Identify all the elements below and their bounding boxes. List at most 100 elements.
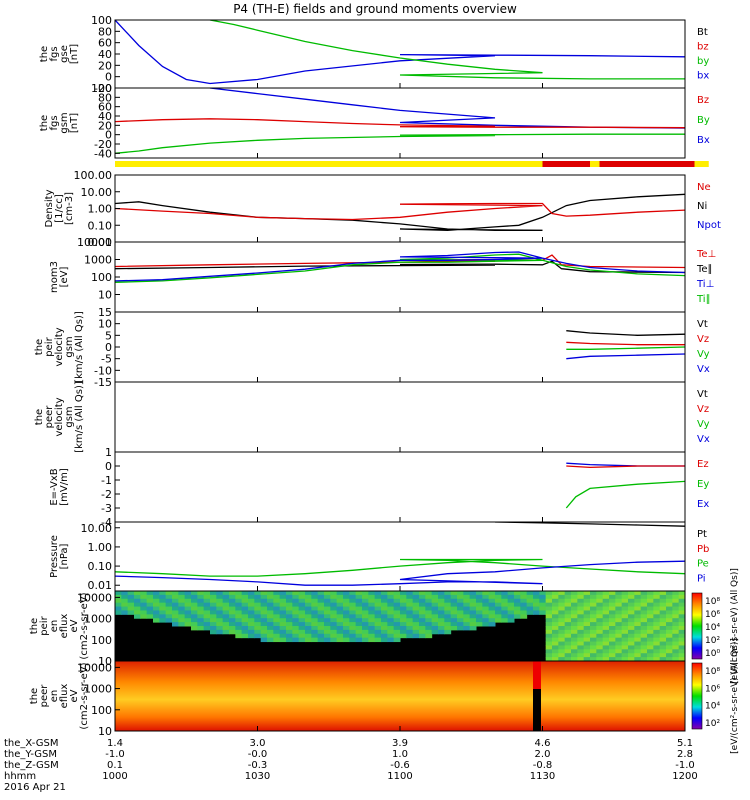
spectrogram-cell	[653, 610, 661, 615]
spectrogram-cell	[545, 598, 553, 604]
spectrogram-cell	[628, 657, 635, 661]
spectrogram-cell	[438, 598, 445, 604]
spectrogram-cell	[412, 622, 420, 627]
spectrogram-cell	[533, 598, 540, 604]
spectrogram-cell	[640, 591, 648, 596]
spectrogram-cell	[533, 610, 540, 615]
spectrogram-cell	[159, 614, 167, 619]
spectrogram-cell	[324, 618, 331, 623]
spectrogram-cell	[368, 606, 376, 611]
spectrogram-cell	[222, 618, 230, 623]
ephemeris-axis: the_X-GSM 1.4 3.0 3.9 4.6 5.1 the_Y-GSM -1.0 -0.…	[4, 738, 698, 793]
spectrogram-cell	[640, 649, 648, 654]
spectrogram-cell	[355, 606, 363, 611]
spectrogram-cell	[172, 594, 179, 600]
spectrogram-cell	[438, 626, 445, 631]
spectrogram-cell	[210, 602, 217, 608]
spectrogram-cell	[457, 626, 464, 631]
y-tick-label: 10000	[77, 661, 112, 674]
spectrogram-cell	[324, 610, 331, 615]
ylabel-line: velocity	[54, 397, 65, 436]
spectrogram-cell	[507, 618, 515, 623]
spectrogram-cell	[425, 622, 433, 627]
ephemeris-row-label: the_Z-GSM	[4, 760, 59, 771]
spectrogram-cell	[292, 622, 300, 627]
colorbar-label: [eV/(cm²-s-sr-eV) (All Qs)]	[730, 638, 740, 754]
spectrogram-cell	[653, 614, 661, 619]
spectrogram-cell	[311, 614, 319, 619]
spectrogram-cell	[197, 594, 205, 600]
colorbar-tick-label: 10⁶	[705, 610, 720, 620]
spectrogram-cell	[184, 598, 192, 604]
spectrogram-cell	[558, 594, 566, 600]
spectrogram-cell	[159, 594, 167, 600]
spectrogram-cell	[254, 591, 262, 596]
spectrogram-cell	[400, 602, 407, 608]
ylabel-line: (cm2-s-sr-eV)	[79, 592, 90, 659]
ylabel-line: the	[39, 46, 50, 62]
spectrogram-cell	[419, 610, 426, 615]
colorbar-tick-label: 10⁴	[705, 623, 720, 633]
spectrogram-cell	[140, 606, 148, 611]
panel-frame	[114, 521, 686, 592]
spectrogram-cell	[286, 622, 293, 627]
spectrogram-cell	[463, 614, 471, 619]
spectrogram-cell	[672, 602, 680, 608]
spectrogram-cell	[184, 614, 192, 619]
spectrogram-cell	[419, 618, 426, 623]
spectrogram-cell	[615, 591, 623, 596]
spectrogram-cell	[311, 622, 319, 627]
spectrogram-cell	[260, 614, 268, 619]
spectrogram-cell	[602, 653, 610, 658]
spectrogram-cell	[191, 610, 198, 615]
spectrogram-cell	[153, 606, 160, 611]
spectrogram-cell	[381, 591, 388, 596]
spectrogram-cell	[197, 602, 205, 608]
spectrogram-cell	[545, 626, 553, 631]
spectrogram-cell	[387, 606, 395, 611]
colorbar-tick-label: 10⁸	[705, 597, 720, 607]
spectrogram-cell	[425, 606, 433, 611]
spectrogram-cell	[552, 645, 559, 650]
spectrogram-cell	[317, 610, 325, 615]
spectrogram-cell	[558, 602, 566, 608]
y-tick-label: -3	[101, 502, 112, 515]
ephemeris-row-label: the_X-GSM	[4, 738, 58, 749]
spectrogram-cell	[412, 626, 420, 631]
spectrogram-cell	[349, 606, 357, 611]
spectrogram-cell	[324, 606, 331, 611]
spectrogram-cell	[558, 626, 566, 631]
spectrogram-cell	[381, 629, 388, 635]
panel-frame	[114, 311, 686, 383]
spectrogram-cell	[583, 641, 591, 646]
spectrogram-cell	[406, 602, 414, 608]
spectrogram-cell	[501, 602, 509, 608]
spectrogram-cell	[286, 626, 293, 631]
spectrogram-cell	[469, 618, 477, 623]
spectrogram-cell	[571, 637, 578, 643]
spectrogram-cell	[653, 645, 661, 650]
spectrogram-cell	[463, 626, 471, 631]
spectrogram-cell	[621, 645, 629, 650]
spectrogram-cell	[362, 591, 369, 596]
legend-pressure: Pb	[697, 544, 709, 555]
spectrogram-cell	[634, 618, 642, 623]
spectrogram-cell	[507, 591, 515, 596]
spectrogram-cell	[457, 606, 464, 611]
mode-bar-segment	[599, 161, 695, 167]
spectrogram-cell	[520, 598, 528, 604]
spectrogram-cell	[381, 610, 388, 615]
spectrogram-cell	[273, 626, 281, 631]
spectrogram-cell	[431, 622, 439, 627]
spectrogram-cell	[488, 606, 496, 611]
ylabel-line: E=-VxB	[49, 468, 60, 505]
spectrogram-cell	[241, 591, 249, 596]
ylabel-line: peer	[39, 684, 50, 708]
spectrogram-cell	[431, 618, 439, 623]
y-tick-label: 100	[91, 634, 112, 647]
spectrogram-cell	[621, 629, 629, 635]
series-Ne	[115, 202, 685, 221]
spectrogram-cell	[292, 610, 300, 615]
spectrogram-cell	[609, 637, 616, 643]
spectrogram-cell	[419, 629, 426, 635]
